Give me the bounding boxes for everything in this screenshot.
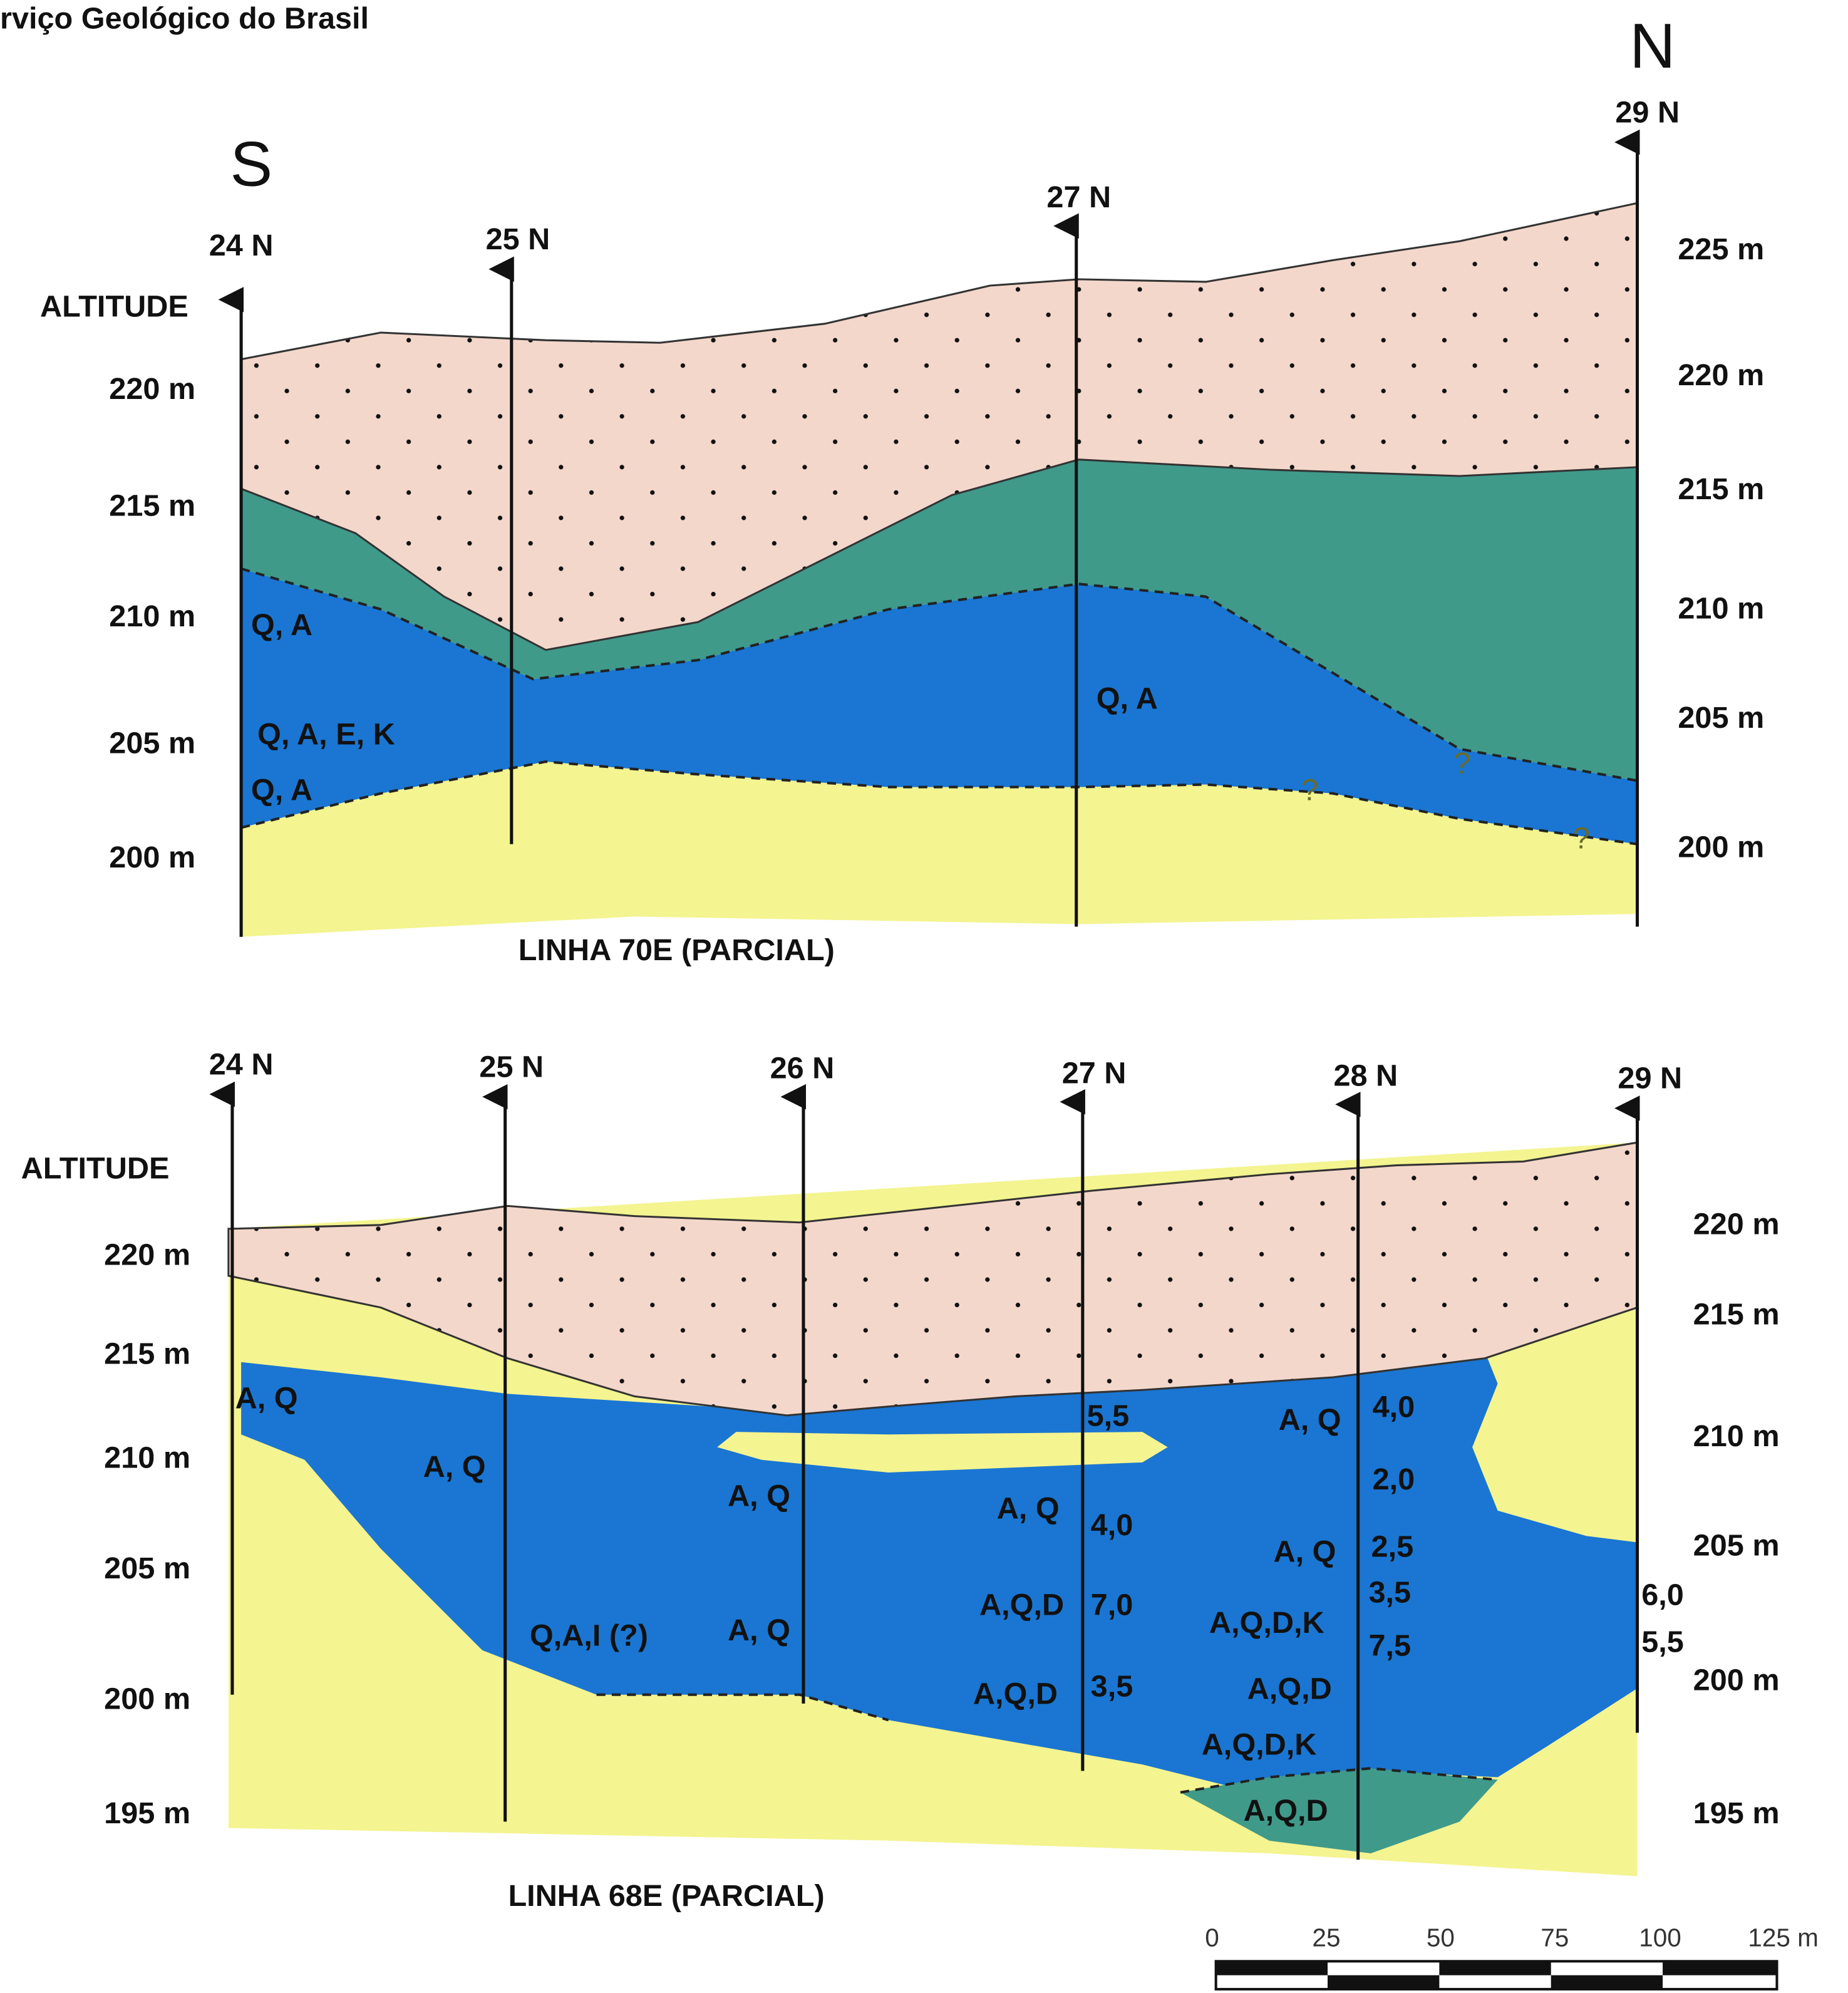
altitude-label: 195 m: [1693, 1796, 1780, 1830]
station-label: 24 N: [209, 229, 274, 262]
station-label: 24 N: [209, 1047, 274, 1081]
altitude-label: 220 m: [1693, 1208, 1780, 1241]
station-label: 29 N: [1615, 95, 1680, 129]
compass-south: S: [230, 128, 273, 199]
annotation: 5,5: [1641, 1625, 1684, 1659]
section-title: LINHA 70E (PARCIAL): [519, 933, 835, 967]
scale-tick: 75: [1541, 1923, 1569, 1952]
altitude-label: 200 m: [1693, 1663, 1780, 1697]
annotation: Q,A,I (?): [530, 1618, 648, 1652]
annotation: 4,0: [1373, 1390, 1415, 1424]
annotation: 2,5: [1371, 1530, 1414, 1563]
scale-tick: 0: [1205, 1923, 1219, 1952]
station-label: 28 N: [1333, 1059, 1398, 1093]
altitude-label: 200 m: [104, 1682, 190, 1716]
annotation: A, Q: [728, 1479, 790, 1513]
annotation: ?: [1301, 774, 1318, 807]
annotation: 3,5: [1091, 1669, 1133, 1703]
scale-tick: 50: [1427, 1923, 1455, 1952]
station-label: 25 N: [486, 222, 550, 256]
annotation: ?: [1573, 822, 1590, 856]
altitude-label: 205 m: [1678, 701, 1764, 735]
altitude-label: 215 m: [1693, 1298, 1780, 1332]
altitude-label: 225 m: [1678, 232, 1764, 266]
scale-tick: 100: [1639, 1923, 1681, 1952]
altitude-label: 205 m: [104, 1551, 190, 1585]
station-label: 25 N: [479, 1050, 544, 1084]
altitude-label: 205 m: [109, 727, 195, 760]
annotation: 3,5: [1369, 1575, 1412, 1609]
annotation: Q, A: [251, 774, 312, 807]
section-1-layers: [241, 203, 1637, 936]
scale-tick: 125 m: [1748, 1923, 1819, 1952]
altitude-label: 205 m: [1693, 1528, 1780, 1562]
altitude-label: 215 m: [1678, 472, 1764, 506]
annotation: 7,5: [1369, 1629, 1412, 1663]
altitude-label: 210 m: [104, 1441, 190, 1475]
altitude-label: 210 m: [1693, 1419, 1780, 1453]
annotation: A, Q: [997, 1492, 1060, 1526]
station-label: 29 N: [1618, 1062, 1682, 1095]
station-label: 27 N: [1046, 180, 1111, 214]
annotation: A,Q,D: [1247, 1672, 1332, 1706]
annotation: A, Q: [728, 1613, 790, 1647]
axis-title: ALTITUDE: [40, 289, 188, 323]
scale-bar: [1216, 1961, 1777, 1989]
altitude-label: 215 m: [109, 489, 195, 523]
annotation: Q, A, E, K: [257, 717, 395, 751]
annotation: A,Q,D,K: [1202, 1728, 1317, 1762]
annotation: A,Q,D: [1244, 1794, 1328, 1828]
altitude-label: 220 m: [104, 1238, 190, 1271]
annotation: A,Q,D: [973, 1677, 1058, 1711]
altitude-label: 215 m: [104, 1337, 190, 1370]
compass-north: N: [1629, 11, 1675, 81]
annotation: A, Q: [1274, 1535, 1336, 1569]
annotation: 7,0: [1091, 1588, 1133, 1622]
cross-sections: rviço Geológico do Brasil S N LINHA 70E (PA…: [0, 0, 1848, 1993]
annotation: 6,0: [1641, 1578, 1684, 1612]
station-label: 27 N: [1062, 1057, 1127, 1090]
annotation: A, Q: [423, 1450, 486, 1484]
annotation: A,Q,D: [979, 1588, 1064, 1622]
altitude-label: 195 m: [104, 1796, 190, 1830]
altitude-label: 210 m: [1678, 592, 1764, 626]
header: rviço Geológico do Brasil: [0, 1, 369, 35]
altitude-label: 220 m: [1678, 358, 1764, 392]
scale-tick: 25: [1312, 1923, 1340, 1952]
annotation: Q, A: [1097, 682, 1158, 716]
annotation: A,Q,D,K: [1209, 1606, 1324, 1640]
annotation: A, Q: [235, 1381, 298, 1415]
altitude-label: 200 m: [1678, 831, 1764, 864]
annotation: A, Q: [1279, 1403, 1341, 1437]
altitude-label: 200 m: [109, 841, 195, 874]
section-title: LINHA 68E (PARCIAL): [508, 1879, 824, 1913]
altitude-label: 210 m: [109, 599, 195, 633]
annotation: Q, A: [251, 608, 312, 642]
annotation: 2,0: [1373, 1462, 1415, 1496]
annotation: 5,5: [1087, 1399, 1130, 1433]
axis-title: ALTITUDE: [21, 1152, 170, 1186]
annotation: ?: [1453, 747, 1470, 780]
section-2-layers: [229, 1142, 1638, 1876]
altitude-label: 220 m: [109, 372, 195, 406]
station-label: 26 N: [770, 1051, 835, 1085]
annotation: 4,0: [1091, 1508, 1133, 1542]
